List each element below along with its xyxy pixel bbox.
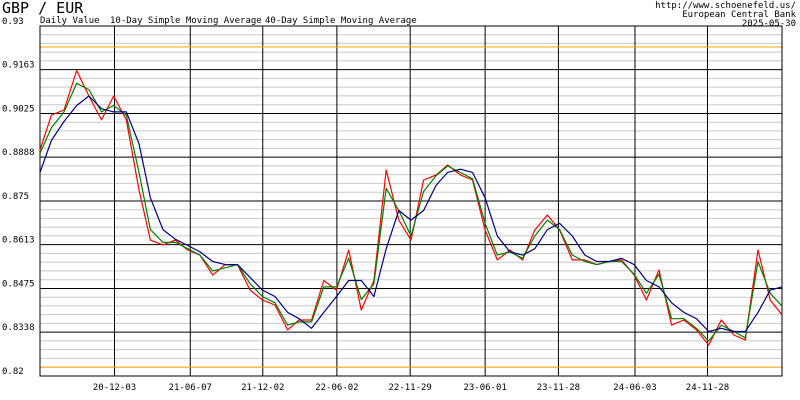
x-tick-label: 24-06-03 xyxy=(613,383,656,393)
x-tick-label: 20-12-03 xyxy=(93,383,136,393)
legend-entry: 40-Day Simple Moving Average xyxy=(265,16,417,26)
source-name: European Central Bank xyxy=(682,10,796,20)
x-tick-label: 21-06-07 xyxy=(169,383,212,393)
x-tick-label: 24-11-28 xyxy=(686,383,729,393)
x-tick-label: 22-11-29 xyxy=(389,383,432,393)
series-line xyxy=(39,95,783,333)
y-tick-label: 0.93 xyxy=(2,17,24,27)
x-tick-label: 22-06-02 xyxy=(315,383,358,393)
legend-entry: 10-Day Simple Moving Average xyxy=(110,16,262,26)
x-tick-label: 23-11-28 xyxy=(537,383,580,393)
plot-frame xyxy=(39,25,783,377)
y-tick-label: 0.875 xyxy=(2,192,29,202)
y-tick-label: 0.8613 xyxy=(2,236,35,246)
x-tick-label: 21-12-02 xyxy=(241,383,284,393)
series-line xyxy=(39,69,783,346)
source-date: 2025-05-30 xyxy=(742,19,796,29)
chart-title: GBP / EUR xyxy=(2,0,84,17)
y-tick-label: 0.8338 xyxy=(2,323,35,333)
y-tick-label: 0.8475 xyxy=(2,280,35,290)
y-tick-label: 0.9025 xyxy=(2,105,35,115)
source-url: http://www.schoenefeld.us/ xyxy=(655,1,796,11)
x-tick-label: 23-06-01 xyxy=(463,383,506,393)
legend-entry: Daily Value xyxy=(40,16,100,26)
y-tick-label: 0.8888 xyxy=(2,148,35,158)
y-tick-label: 0.82 xyxy=(2,367,24,377)
y-tick-label: 0.9163 xyxy=(2,61,35,71)
series-line xyxy=(39,82,783,342)
